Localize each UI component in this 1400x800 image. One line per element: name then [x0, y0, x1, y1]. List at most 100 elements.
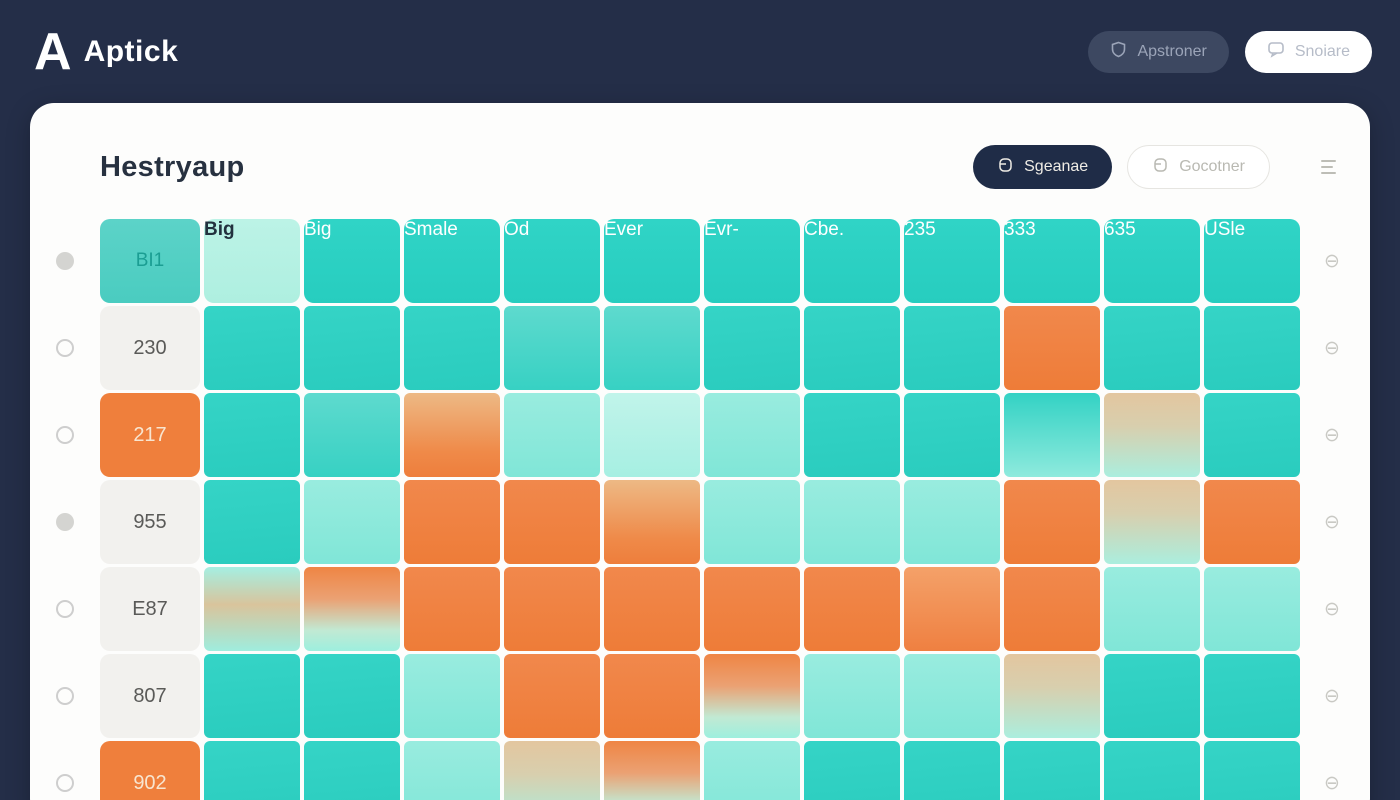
heatmap-cell[interactable] [1204, 480, 1300, 564]
heatmap-cell[interactable] [1004, 480, 1100, 564]
heatmap-cell[interactable] [204, 480, 300, 564]
row-radio[interactable] [56, 426, 74, 444]
heatmap-cell[interactable] [404, 741, 500, 800]
heatmap-cell[interactable] [904, 567, 1000, 651]
heatmap-cell[interactable] [904, 741, 1000, 800]
heatmap-cell[interactable] [904, 306, 1000, 390]
heatmap-cell[interactable] [304, 567, 400, 651]
sgeanae-button[interactable]: Sgeanae [973, 145, 1113, 189]
heatmap-cell[interactable] [304, 741, 400, 800]
heatmap-card: Hestryaup Sgeanae Gocotner [30, 103, 1370, 800]
heatmap-cell[interactable] [304, 480, 400, 564]
heatmap-cell[interactable] [604, 654, 700, 738]
row-radio[interactable] [56, 600, 74, 618]
corner-header-cell[interactable]: BI1 [100, 219, 200, 303]
heatmap-cell[interactable] [304, 393, 400, 477]
heatmap-cell[interactable] [704, 393, 800, 477]
heatmap-cell[interactable] [704, 480, 800, 564]
heatmap-cell[interactable] [804, 741, 900, 800]
heatmap-cell[interactable] [1004, 741, 1100, 800]
heatmap-cell[interactable] [604, 306, 700, 390]
table-row: E87 ⊖ [30, 567, 1370, 651]
heatmap-cell[interactable] [404, 654, 500, 738]
heatmap-cell[interactable] [1104, 654, 1200, 738]
heatmap-cell[interactable] [604, 567, 700, 651]
heatmap-cell[interactable] [1104, 393, 1200, 477]
apstroner-button[interactable]: Apstroner [1088, 30, 1229, 73]
heatmap-cell[interactable] [1004, 654, 1100, 738]
circle-minus-icon[interactable]: ⊖ [1324, 510, 1340, 533]
heatmap-cell[interactable] [704, 306, 800, 390]
heatmap-cell[interactable] [504, 741, 600, 800]
row-radio[interactable] [56, 513, 74, 531]
column-header-cell[interactable]: Big [304, 219, 400, 303]
heatmap-cell[interactable] [404, 567, 500, 651]
row-radio[interactable] [56, 687, 74, 705]
heatmap-cell[interactable] [1204, 306, 1300, 390]
card-actions: Sgeanae Gocotner [973, 145, 1340, 189]
heatmap-cell[interactable] [1204, 741, 1300, 800]
heatmap-cell[interactable] [204, 393, 300, 477]
heatmap-cell[interactable] [1204, 654, 1300, 738]
circle-minus-icon[interactable]: ⊖ [1324, 249, 1340, 272]
circle-minus-icon[interactable]: ⊖ [1324, 771, 1340, 794]
circle-minus-icon[interactable]: ⊖ [1324, 684, 1340, 707]
column-header-cell[interactable]: Cbe. [804, 219, 900, 303]
row-radio[interactable] [56, 339, 74, 357]
heatmap-cell[interactable] [304, 654, 400, 738]
heatmap-cell[interactable] [904, 654, 1000, 738]
gocotner-button[interactable]: Gocotner [1127, 145, 1270, 189]
circle-minus-icon[interactable]: ⊖ [1324, 597, 1340, 620]
column-header-cell[interactable]: Big [204, 219, 300, 303]
column-header-cell[interactable]: USle [1204, 219, 1300, 303]
heatmap-cell[interactable] [804, 480, 900, 564]
heatmap-cell[interactable] [504, 480, 600, 564]
heatmap-cell[interactable] [504, 393, 600, 477]
circle-minus-icon[interactable]: ⊖ [1324, 423, 1340, 446]
heatmap-cell[interactable] [804, 567, 900, 651]
heatmap-cell[interactable] [204, 306, 300, 390]
heatmap-cell[interactable] [1204, 393, 1300, 477]
heatmap-cell[interactable] [704, 567, 800, 651]
heatmap-cell[interactable] [204, 654, 300, 738]
heatmap-cell[interactable] [1004, 393, 1100, 477]
heatmap-cell[interactable] [704, 741, 800, 800]
heatmap-cell[interactable] [1104, 741, 1200, 800]
heatmap-cell[interactable] [204, 567, 300, 651]
heatmap-cell[interactable] [304, 306, 400, 390]
heatmap-cell[interactable] [504, 306, 600, 390]
heatmap-cell[interactable] [404, 480, 500, 564]
column-header-cell[interactable]: Smale [404, 219, 500, 303]
row-radio[interactable] [56, 252, 74, 270]
heatmap-cell[interactable] [904, 393, 1000, 477]
column-header-cell[interactable]: Evr- [704, 219, 800, 303]
column-header-cell[interactable]: Od [504, 219, 600, 303]
heatmap-cell[interactable] [1004, 567, 1100, 651]
column-header-cell[interactable]: 333 [1004, 219, 1100, 303]
heatmap-cell[interactable] [1004, 306, 1100, 390]
column-header-cell[interactable]: 235 [904, 219, 1000, 303]
heatmap-cell[interactable] [1104, 567, 1200, 651]
heatmap-cell[interactable] [1204, 567, 1300, 651]
heatmap-cell[interactable] [504, 654, 600, 738]
heatmap-cell[interactable] [404, 393, 500, 477]
heatmap-cell[interactable] [904, 480, 1000, 564]
heatmap-cell[interactable] [404, 306, 500, 390]
heatmap-cell[interactable] [804, 654, 900, 738]
heatmap-cell[interactable] [604, 741, 700, 800]
snoiare-button[interactable]: Snoiare [1244, 30, 1372, 73]
heatmap-cell[interactable] [1104, 306, 1200, 390]
heatmap-cell[interactable] [504, 567, 600, 651]
row-radio[interactable] [56, 774, 74, 792]
heatmap-cell[interactable] [704, 654, 800, 738]
hamburger-icon[interactable] [1317, 156, 1340, 178]
column-header-cell[interactable]: 635 [1104, 219, 1200, 303]
heatmap-cell[interactable] [1104, 480, 1200, 564]
heatmap-cell[interactable] [804, 306, 900, 390]
circle-minus-icon[interactable]: ⊖ [1324, 336, 1340, 359]
column-header-cell[interactable]: Ever [604, 219, 700, 303]
heatmap-cell[interactable] [204, 741, 300, 800]
heatmap-cell[interactable] [604, 393, 700, 477]
heatmap-cell[interactable] [804, 393, 900, 477]
heatmap-cell[interactable] [604, 480, 700, 564]
